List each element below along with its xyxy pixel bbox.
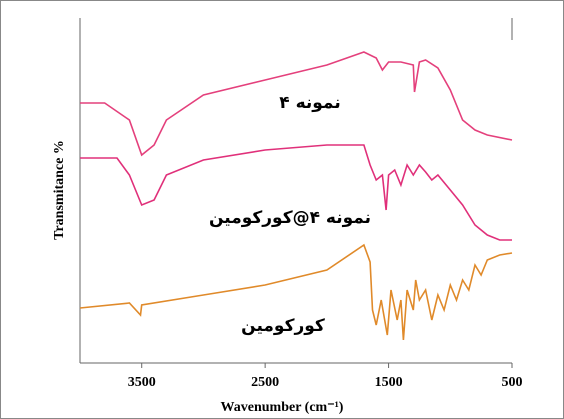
series-label: نمونه ۴ bbox=[279, 93, 340, 113]
x-tick-label: 500 bbox=[502, 375, 523, 390]
x-tick-label: 1500 bbox=[375, 375, 403, 390]
series-label: کورکومین bbox=[241, 316, 325, 336]
x-tick-label: 2500 bbox=[251, 375, 279, 390]
spectrum-line bbox=[80, 51, 513, 157]
y-label: Transmitance % bbox=[52, 140, 67, 240]
x-tick-label: 3500 bbox=[128, 375, 156, 390]
series-label: نمونه ۴@کورکومین bbox=[209, 208, 371, 228]
spectrum-line bbox=[79, 243, 513, 341]
spectrum-line bbox=[80, 144, 512, 241]
x-label: Wavenumber (cm⁻¹) bbox=[221, 400, 344, 415]
